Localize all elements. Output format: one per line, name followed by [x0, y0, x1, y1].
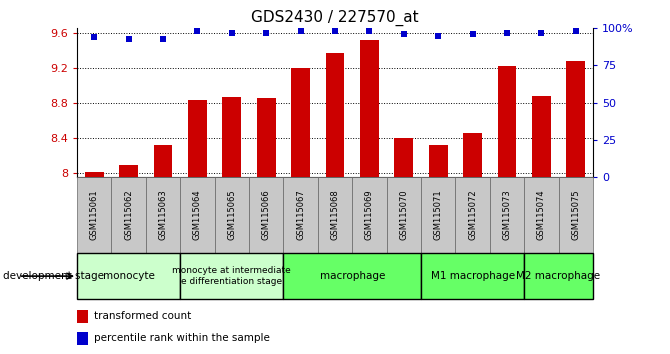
Text: GSM115074: GSM115074 — [537, 190, 546, 240]
Bar — [463, 133, 482, 177]
Point — [330, 28, 340, 34]
Text: monocyte at intermediate
e differentiation stage: monocyte at intermediate e differentiati… — [172, 267, 291, 286]
Text: GSM115064: GSM115064 — [193, 190, 202, 240]
Text: transformed count: transformed count — [94, 312, 191, 321]
Bar — [111, 177, 146, 253]
Bar — [249, 177, 283, 253]
Bar — [77, 332, 88, 345]
Bar — [524, 177, 559, 253]
Text: GSM115063: GSM115063 — [159, 190, 168, 240]
Bar — [318, 177, 352, 253]
Point — [295, 28, 306, 34]
Bar — [566, 61, 585, 177]
Text: GSM115073: GSM115073 — [502, 190, 511, 240]
Bar — [188, 100, 207, 177]
Bar — [180, 253, 283, 299]
Text: percentile rank within the sample: percentile rank within the sample — [94, 333, 269, 343]
Point — [157, 36, 168, 41]
Bar — [387, 177, 421, 253]
Text: GSM115072: GSM115072 — [468, 190, 477, 240]
Bar — [326, 53, 344, 177]
Bar — [77, 253, 180, 299]
Text: GSM115065: GSM115065 — [227, 190, 237, 240]
Bar — [429, 145, 448, 177]
Bar — [559, 177, 593, 253]
Bar — [421, 177, 456, 253]
Point — [570, 28, 581, 34]
Point — [536, 30, 547, 36]
Point — [261, 30, 271, 36]
Point — [502, 30, 513, 36]
Bar — [395, 138, 413, 177]
Bar — [153, 145, 172, 177]
Bar — [532, 96, 551, 177]
Bar — [214, 177, 249, 253]
Text: GSM115070: GSM115070 — [399, 190, 408, 240]
Text: M2 macrophage: M2 macrophage — [517, 271, 600, 281]
Bar — [146, 177, 180, 253]
Point — [123, 36, 134, 41]
Bar — [180, 177, 214, 253]
Bar — [77, 177, 111, 253]
Bar — [352, 177, 387, 253]
Bar — [85, 172, 104, 177]
Text: macrophage: macrophage — [320, 271, 385, 281]
Bar — [421, 253, 524, 299]
Point — [364, 28, 375, 34]
Text: M1 macrophage: M1 macrophage — [431, 271, 515, 281]
Bar — [498, 66, 517, 177]
Bar — [283, 177, 318, 253]
Bar — [524, 253, 593, 299]
Text: GSM115075: GSM115075 — [572, 190, 580, 240]
Point — [399, 32, 409, 37]
Point — [192, 28, 203, 34]
Point — [467, 32, 478, 37]
Text: monocyte: monocyte — [103, 271, 155, 281]
Text: GSM115061: GSM115061 — [90, 190, 98, 240]
Bar — [291, 68, 310, 177]
Point — [226, 30, 237, 36]
Bar — [257, 98, 275, 177]
Bar — [77, 310, 88, 323]
Text: development stage: development stage — [3, 271, 105, 281]
Bar — [283, 253, 421, 299]
Bar — [490, 177, 524, 253]
Bar — [222, 97, 241, 177]
Point — [89, 34, 100, 40]
Title: GDS2430 / 227570_at: GDS2430 / 227570_at — [251, 9, 419, 25]
Text: GSM115062: GSM115062 — [124, 190, 133, 240]
Bar — [456, 177, 490, 253]
Point — [433, 33, 444, 39]
Text: GSM115071: GSM115071 — [433, 190, 443, 240]
Bar — [360, 40, 379, 177]
Text: GSM115066: GSM115066 — [262, 190, 271, 240]
Bar — [119, 165, 138, 177]
Text: GSM115068: GSM115068 — [330, 190, 340, 240]
Text: GSM115067: GSM115067 — [296, 190, 305, 240]
Text: GSM115069: GSM115069 — [365, 190, 374, 240]
